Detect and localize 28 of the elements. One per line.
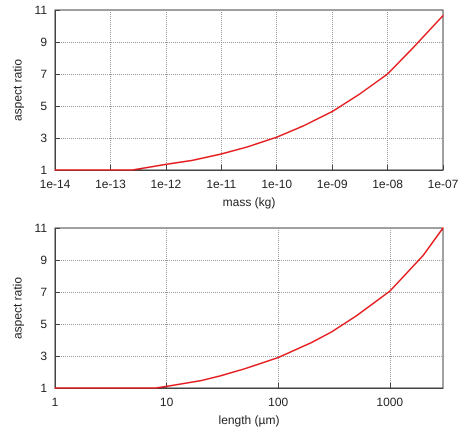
y-tick-label: 9 — [40, 253, 48, 267]
x-tick-label: 1e-12 — [150, 177, 182, 191]
y-axis-title: aspect ratio — [10, 58, 25, 122]
x-tick-label: 1000 — [376, 395, 404, 409]
x-tick-label: 1e-11 — [206, 177, 237, 191]
y-tick-label: 1 — [40, 163, 48, 177]
y-tick-label: 1 — [40, 381, 48, 395]
y-tick-label: 5 — [40, 317, 48, 331]
y-tick-label: 9 — [40, 35, 48, 49]
x-tick-label: 1e-08 — [372, 177, 404, 191]
x-tick-label: 1e-14 — [40, 177, 71, 191]
y-tick-label: 7 — [40, 67, 48, 81]
y-tick-label: 3 — [40, 131, 48, 145]
x-tick-label: 100 — [268, 395, 289, 409]
y-axis-title: aspect ratio — [10, 276, 25, 340]
x-axis-title: length (µm) — [218, 413, 280, 427]
x-tick-label: 1e-09 — [316, 177, 348, 191]
y-tick-label: 3 — [40, 349, 48, 363]
x-tick-label: 1e-10 — [261, 177, 292, 191]
x-tick-label: 10 — [160, 395, 174, 409]
y-tick-label: 11 — [34, 3, 48, 17]
x-tick-label: 1e-07 — [428, 177, 459, 191]
y-tick-label: 5 — [40, 99, 48, 113]
y-tick-label: 7 — [40, 285, 48, 299]
x-tick-label: 1 — [52, 395, 59, 409]
y-tick-label: 11 — [34, 221, 48, 235]
x-axis-title: mass (kg) — [222, 195, 276, 209]
x-tick-label: 1e-13 — [95, 177, 126, 191]
